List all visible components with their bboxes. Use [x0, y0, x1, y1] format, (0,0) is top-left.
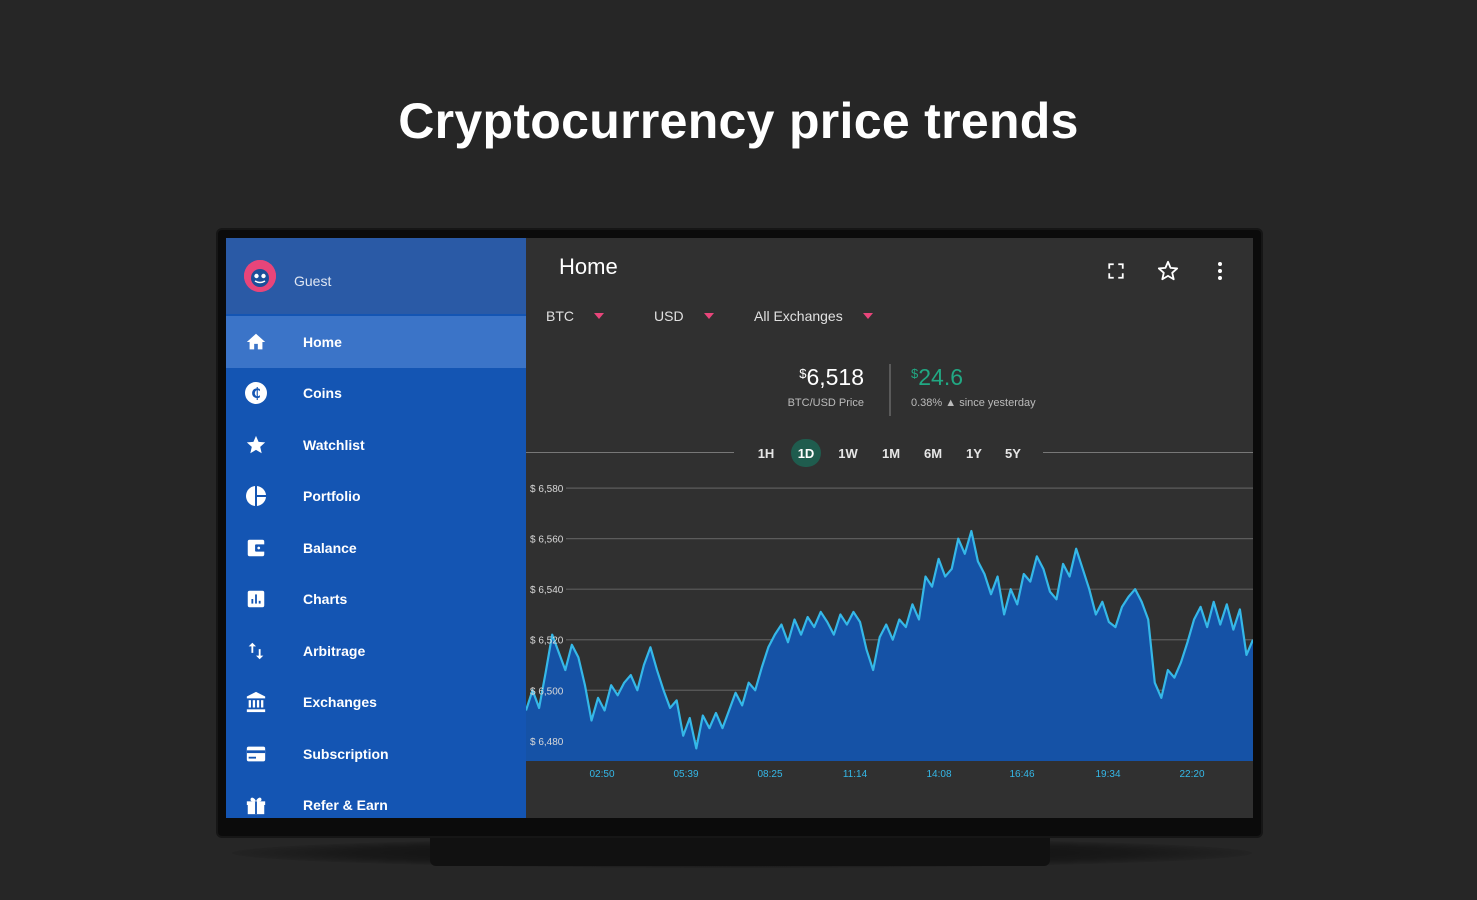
y-tick-label: $ 6,580	[530, 484, 564, 495]
range-1d[interactable]: 1D	[791, 439, 821, 467]
swap-arrows-icon	[244, 639, 268, 663]
exchange-dropdown[interactable]: All Exchanges	[754, 308, 873, 324]
change-currency-symbol: $	[911, 366, 919, 381]
price-divider	[889, 364, 891, 416]
coin-icon: ₵	[244, 381, 268, 405]
sidebar-item-exchanges[interactable]: Exchanges	[226, 677, 526, 729]
device-stand	[430, 836, 1050, 866]
pie-chart-icon	[244, 484, 268, 508]
range-6m[interactable]: 6M	[923, 445, 943, 461]
credit-card-icon	[244, 742, 268, 766]
range-5y[interactable]: 5Y	[1005, 445, 1021, 461]
x-tick-label: 08:25	[757, 769, 782, 780]
range-1y[interactable]: 1Y	[966, 445, 982, 461]
price-chart-svg: $ 6,580 $ 6,560 $ 6,540 $ 6,520 $ 6,500 $ 6,4…	[526, 484, 1253, 780]
price-value: $6,518	[788, 364, 864, 391]
sidebar-item-label: Exchanges	[303, 694, 377, 711]
range-1w[interactable]: 1W	[838, 445, 858, 461]
currency-dropdown[interactable]: USD	[654, 308, 754, 324]
exchange-dropdown-value: All Exchanges	[754, 308, 843, 324]
svg-text:₵: ₵	[251, 386, 261, 402]
bank-icon	[244, 690, 268, 714]
current-price: $6,518 BTC/USD Price	[788, 364, 864, 409]
sidebar-item-label: Home	[303, 333, 342, 350]
tv-device-frame: Guest Home ₵ Coins	[218, 230, 1261, 836]
sidebar-item-coins[interactable]: ₵ Coins	[226, 368, 526, 420]
price-amount: 6,518	[806, 364, 864, 390]
sidebar-item-label: Arbitrage	[303, 642, 366, 659]
range-1m[interactable]: 1M	[881, 445, 901, 461]
price-line	[526, 529, 1253, 750]
x-tick-label: 19:34	[1095, 769, 1120, 780]
change-label: 0.38% ▲ since yesterday	[911, 397, 1036, 409]
sidebar-item-label: Coins	[303, 385, 342, 402]
chart-icon	[244, 587, 268, 611]
x-tick-label: 22:20	[1179, 769, 1204, 780]
sidebar-item-portfolio[interactable]: Portfolio	[226, 471, 526, 523]
change-value: $24.6	[911, 364, 1036, 391]
y-tick-label: $ 6,520	[530, 636, 564, 647]
user-name: Guest	[294, 273, 332, 289]
sidebar-item-label: Watchlist	[303, 436, 365, 453]
caret-down-icon	[703, 313, 714, 319]
caret-down-icon	[862, 313, 873, 319]
gift-icon	[244, 793, 268, 817]
price-change: $24.6 0.38% ▲ since yesterday	[911, 364, 1036, 409]
avatar[interactable]	[244, 260, 276, 292]
price-summary: $6,518 BTC/USD Price $24.6 0.38% ▲ since…	[526, 364, 1253, 424]
sidebar-item-arbitrage[interactable]: Arbitrage	[226, 625, 526, 677]
y-tick-label: $ 6,480	[530, 737, 564, 748]
sidebar-item-refer-earn[interactable]: Refer & Earn	[226, 780, 526, 819]
drawer-header: Guest	[226, 238, 526, 314]
toolbar-actions	[1101, 256, 1235, 286]
caret-down-icon	[594, 313, 604, 319]
more-vert-icon[interactable]	[1205, 256, 1235, 286]
sidebar-item-label: Subscription	[303, 745, 389, 762]
app-screen: Guest Home ₵ Coins	[226, 238, 1253, 818]
x-tick-label: 11:14	[843, 769, 868, 780]
x-tick-label: 05:39	[673, 769, 698, 780]
main-content: Home BTC USD	[526, 238, 1253, 818]
wallet-icon	[244, 536, 268, 560]
currency-dropdown-value: USD	[654, 308, 684, 324]
navigation-drawer: Guest Home ₵ Coins	[226, 238, 526, 818]
change-amount: 24.6	[918, 364, 963, 390]
sidebar-item-watchlist[interactable]: Watchlist	[226, 419, 526, 471]
coin-dropdown-value: BTC	[546, 308, 574, 324]
y-tick-label: $ 6,560	[530, 535, 564, 546]
fullscreen-icon[interactable]	[1101, 256, 1131, 286]
sidebar-item-label: Portfolio	[303, 488, 361, 505]
price-label: BTC/USD Price	[787, 397, 864, 409]
page-title: Home	[559, 254, 618, 279]
price-currency-symbol: $	[799, 366, 807, 381]
star-icon	[244, 433, 268, 457]
star-outline-icon[interactable]	[1153, 256, 1183, 286]
x-tick-label: 02:50	[589, 769, 614, 780]
y-tick-label: $ 6,500	[530, 686, 564, 697]
divider-line	[526, 452, 734, 453]
range-1h[interactable]: 1H	[757, 445, 775, 461]
x-tick-label: 16:46	[1009, 769, 1034, 780]
x-tick-label: 14:08	[926, 769, 951, 780]
coin-dropdown[interactable]: BTC	[546, 308, 654, 324]
filter-selectors: BTC USD All Exchanges	[546, 308, 873, 324]
avatar-face-icon	[244, 260, 276, 292]
y-tick-label: $ 6,540	[530, 585, 564, 596]
sidebar-item-label: Charts	[303, 591, 348, 608]
price-area	[526, 531, 1253, 761]
divider-line	[1043, 452, 1253, 453]
price-chart[interactable]: $ 6,580 $ 6,560 $ 6,540 $ 6,520 $ 6,500 $ 6,4…	[526, 478, 1253, 818]
home-icon	[244, 330, 268, 354]
sidebar-item-balance[interactable]: Balance	[226, 522, 526, 574]
time-range-selector: 1H 1D 1W 1M 6M 1Y 5Y	[526, 439, 1253, 467]
sidebar-item-subscription[interactable]: Subscription	[226, 728, 526, 780]
sidebar-item-label: Balance	[303, 539, 357, 556]
sidebar-item-charts[interactable]: Charts	[226, 574, 526, 626]
headline: Cryptocurrency price trends	[398, 93, 1079, 149]
sidebar-item-label: Refer & Earn	[303, 797, 388, 814]
drawer-nav: Home ₵ Coins Watchlist	[226, 316, 526, 818]
sidebar-item-home[interactable]: Home	[226, 316, 526, 368]
